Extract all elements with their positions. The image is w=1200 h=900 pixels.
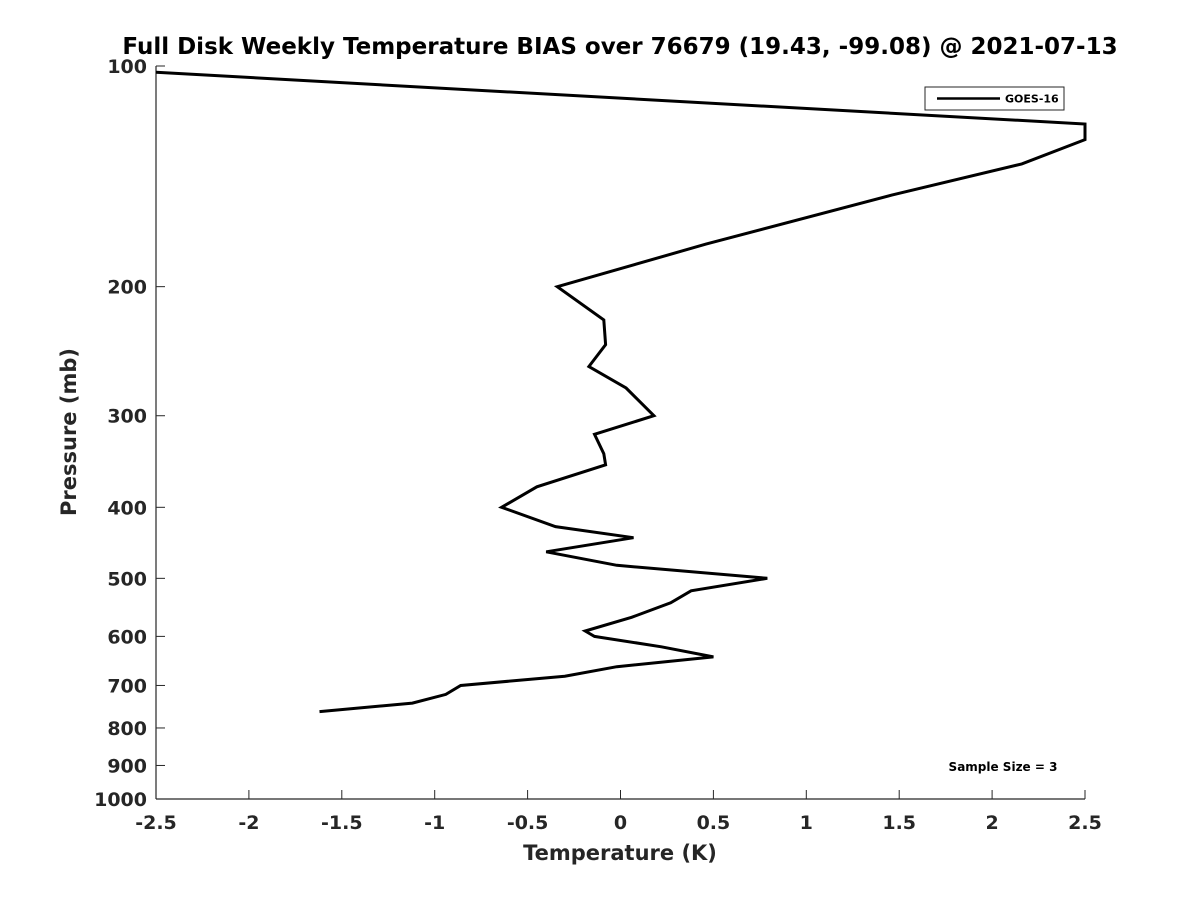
y-tick-label: 900 [107,755,147,777]
x-tick-label: 2 [985,812,998,834]
y-tick-label: 300 [107,406,147,428]
x-tick-label: 1.5 [882,812,916,834]
y-tick-label: 200 [107,277,147,299]
x-tick-label: 0.5 [697,812,731,834]
y-tick-label: 600 [107,626,147,648]
legend: GOES-16 [924,86,1065,111]
x-tick-label: 1 [800,812,813,834]
chart-title: Full Disk Weekly Temperature BIAS over 7… [122,34,1117,60]
x-tick-label: -1 [424,812,445,834]
sample-size-annotation: Sample Size = 3 [949,760,1058,774]
y-tick-label: 500 [107,568,147,590]
x-axis-label: Temperature (K) [523,841,717,865]
y-tick-label: 1000 [94,789,147,811]
x-tick-label: -2 [238,812,259,834]
y-tick-label: 100 [107,56,147,78]
plot-axes [155,66,1085,800]
x-tick-label: -1.5 [321,812,363,834]
series-layer [155,70,1087,714]
x-tick-label: -0.5 [507,812,549,834]
y-tick-label: 800 [107,718,147,740]
x-tick-label: -2.5 [135,812,177,834]
x-tick-label: 0 [614,812,627,834]
y-axis-label: Pressure (mb) [57,348,81,516]
legend-label: GOES-16 [1005,93,1059,106]
y-tick-label: 700 [107,675,147,697]
x-tick-label: 2.5 [1068,812,1102,834]
y-axis-ticks: 100 200 300 400 500 600 700 800 900 1000 [94,56,165,811]
series-line-goes16 [155,70,1087,714]
y-tick-label: 400 [107,497,147,519]
x-axis-ticks: -2.5 -2 -1.5 -1 -0.5 0 0.5 1 1.5 2 2.5 [135,790,1102,834]
